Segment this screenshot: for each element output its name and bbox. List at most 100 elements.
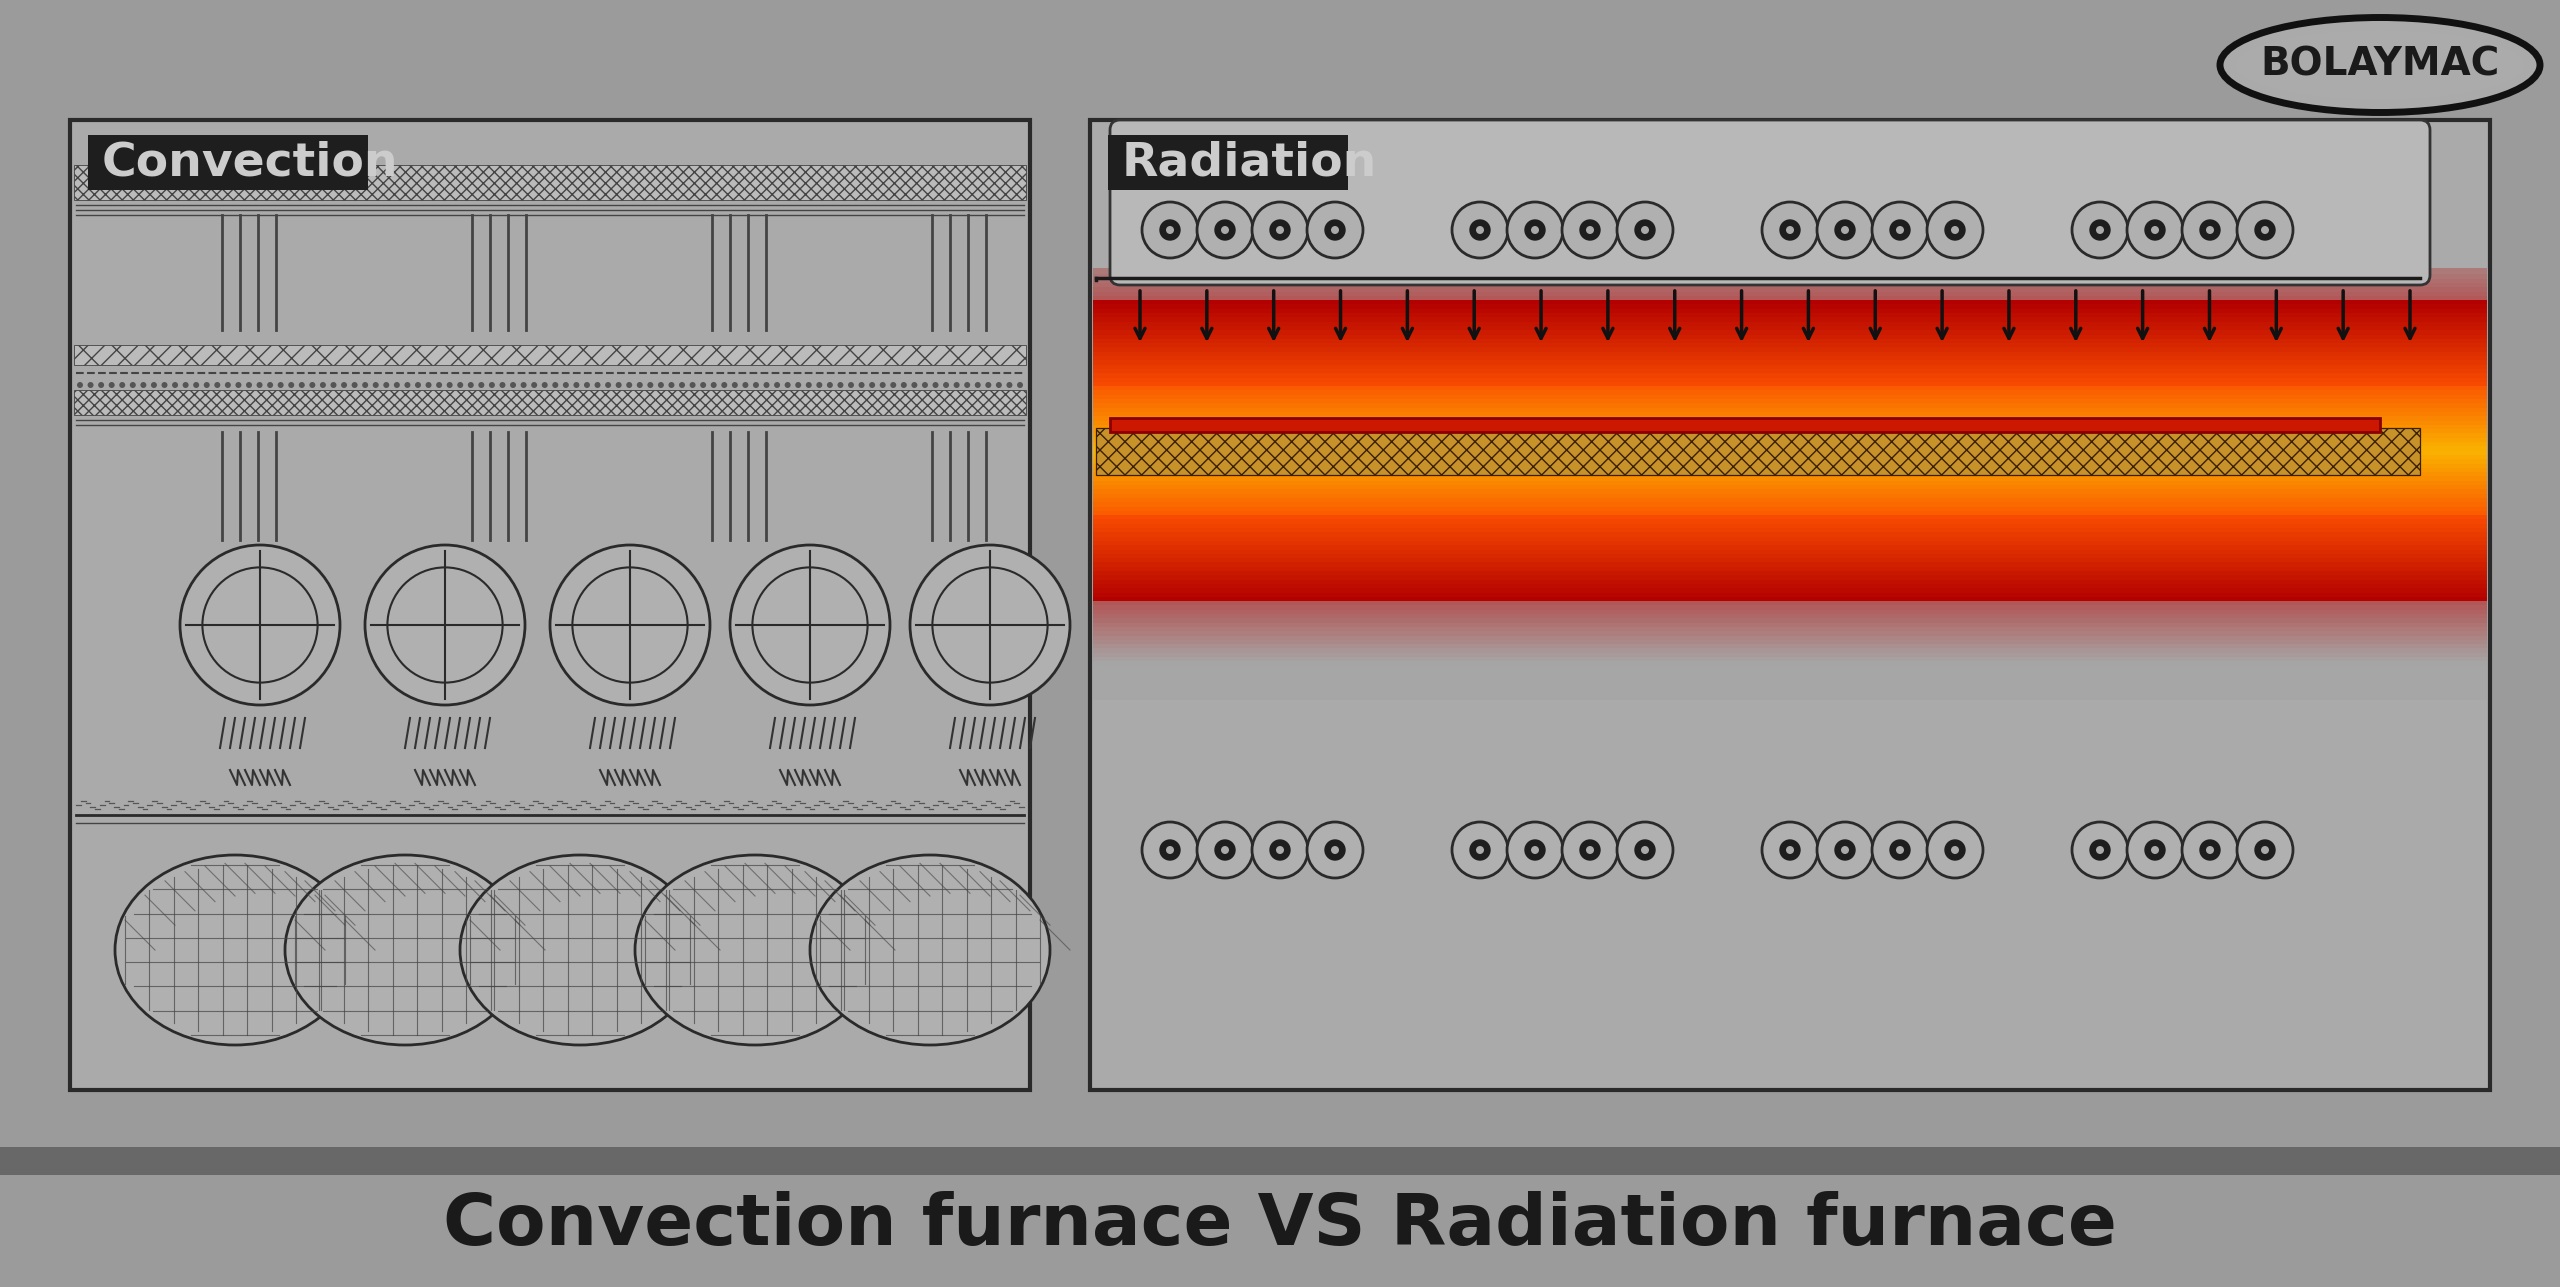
Bar (1093, 625, 2486, 631)
Circle shape (499, 382, 504, 387)
Bar (1093, 431, 2486, 438)
Circle shape (1508, 822, 1564, 878)
Circle shape (1818, 202, 1874, 257)
Circle shape (614, 382, 622, 387)
Circle shape (1165, 227, 1175, 234)
Circle shape (1216, 840, 1234, 860)
Bar (1093, 547, 2486, 553)
Circle shape (1526, 840, 1546, 860)
Circle shape (246, 382, 251, 387)
Bar (1093, 629, 2486, 636)
Bar (1093, 345, 2486, 351)
Circle shape (192, 382, 200, 387)
Circle shape (1469, 220, 1490, 239)
Bar (1093, 607, 2486, 614)
Bar (1093, 363, 2486, 369)
Circle shape (1331, 846, 1339, 855)
Bar (1093, 539, 2486, 546)
Circle shape (1326, 220, 1344, 239)
Circle shape (1928, 822, 1984, 878)
Ellipse shape (2235, 30, 2524, 100)
Bar (1093, 470, 2486, 476)
Circle shape (215, 382, 220, 387)
Bar (1093, 530, 2486, 537)
Bar (1093, 315, 2486, 322)
Circle shape (858, 382, 865, 387)
Circle shape (530, 382, 538, 387)
Circle shape (1897, 227, 1905, 234)
Bar (1093, 552, 2486, 559)
Bar (1093, 444, 2486, 450)
Bar (1093, 393, 2486, 399)
Ellipse shape (461, 855, 699, 1045)
Circle shape (131, 382, 136, 387)
Ellipse shape (115, 855, 356, 1045)
Circle shape (120, 382, 125, 387)
Circle shape (1270, 220, 1290, 239)
Circle shape (2207, 227, 2214, 234)
Bar (1093, 582, 2486, 588)
Circle shape (1871, 822, 1928, 878)
Circle shape (955, 382, 960, 387)
Bar (1093, 694, 2486, 700)
Circle shape (425, 382, 433, 387)
Bar (1093, 367, 2486, 373)
Bar (1093, 440, 2486, 447)
Bar (1093, 642, 2486, 649)
Bar (1093, 290, 2486, 296)
Circle shape (1779, 840, 1800, 860)
Circle shape (520, 382, 527, 387)
Circle shape (837, 382, 842, 387)
Circle shape (1331, 227, 1339, 234)
Circle shape (2207, 846, 2214, 855)
Bar (1093, 449, 2486, 454)
Circle shape (732, 382, 737, 387)
Bar (1093, 358, 2486, 364)
Bar (1093, 685, 2486, 691)
Circle shape (394, 382, 399, 387)
Bar (1093, 591, 2486, 597)
Circle shape (753, 382, 758, 387)
Circle shape (1531, 846, 1539, 855)
Circle shape (1142, 202, 1198, 257)
Bar (1093, 341, 2486, 347)
Circle shape (1841, 846, 1848, 855)
Circle shape (320, 382, 325, 387)
Circle shape (2260, 846, 2268, 855)
Circle shape (2145, 840, 2166, 860)
Circle shape (1761, 202, 1818, 257)
Circle shape (1198, 202, 1252, 257)
Circle shape (2150, 846, 2158, 855)
Circle shape (1818, 822, 1874, 878)
Bar (1093, 380, 2486, 386)
Circle shape (891, 382, 896, 387)
Circle shape (712, 382, 717, 387)
Circle shape (1270, 840, 1290, 860)
Bar (1093, 616, 2486, 623)
Circle shape (1275, 227, 1285, 234)
Bar (1093, 672, 2486, 678)
Circle shape (2255, 220, 2276, 239)
Bar (1093, 505, 2486, 511)
Circle shape (627, 382, 632, 387)
Circle shape (276, 382, 284, 387)
Circle shape (573, 382, 579, 387)
Circle shape (2145, 220, 2166, 239)
Circle shape (77, 382, 82, 387)
Circle shape (172, 382, 179, 387)
Circle shape (1526, 220, 1546, 239)
Bar (1093, 376, 2486, 382)
Circle shape (594, 382, 602, 387)
Bar (1093, 633, 2486, 640)
Bar (1093, 668, 2486, 674)
Bar (74, 345, 1027, 366)
Bar (1093, 354, 2486, 360)
Circle shape (289, 382, 294, 387)
Circle shape (742, 382, 748, 387)
Bar (1093, 659, 2486, 665)
Circle shape (1275, 846, 1285, 855)
Bar (1093, 436, 2486, 441)
Circle shape (1889, 840, 1910, 860)
Circle shape (361, 382, 369, 387)
Circle shape (543, 382, 548, 387)
